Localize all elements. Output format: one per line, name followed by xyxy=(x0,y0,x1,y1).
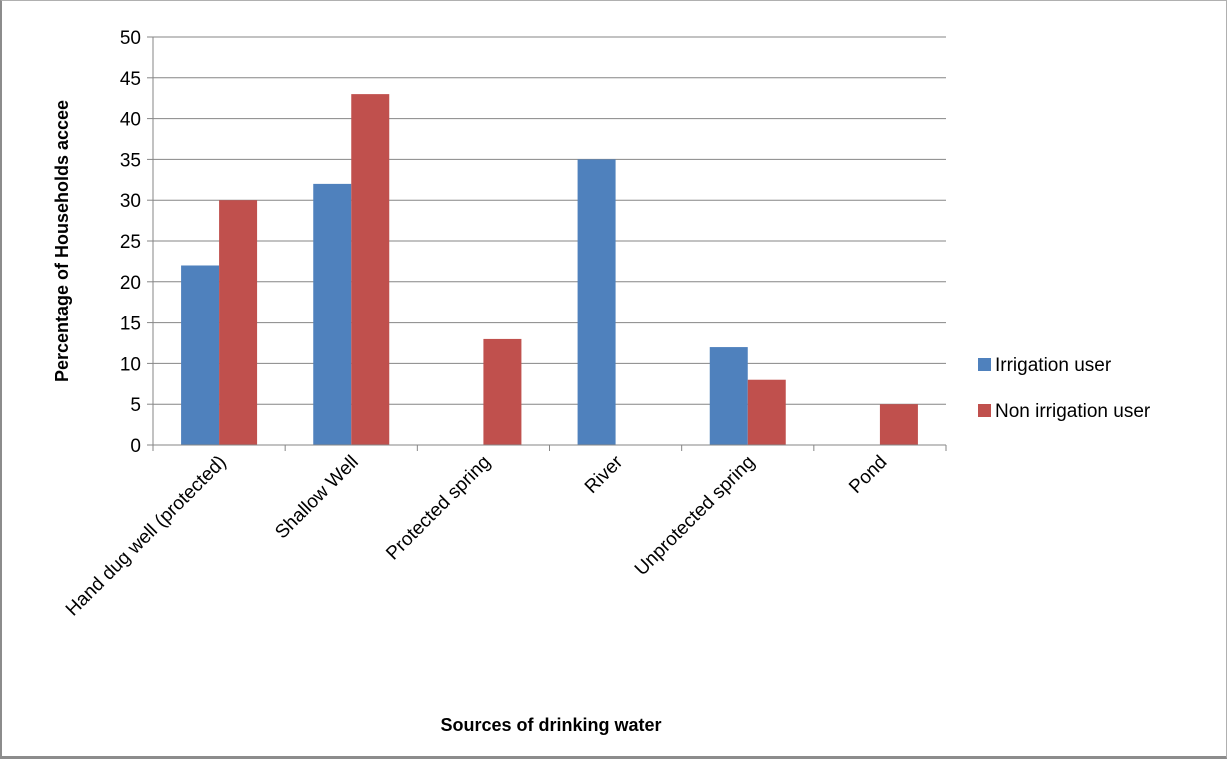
legend-swatch xyxy=(978,404,991,417)
y-tick-label: 35 xyxy=(120,150,141,171)
y-tick-labels: 0 5 10 15 20 25 30 35 40 45 50 xyxy=(120,28,141,457)
y-tick-label: 15 xyxy=(120,314,141,335)
bar xyxy=(879,404,918,445)
y-tick-label: 25 xyxy=(120,232,141,253)
legend-label: Non irrigation user xyxy=(995,401,1151,422)
x-tick-label: Unprotected spring xyxy=(631,452,759,580)
gridlines xyxy=(147,36,946,446)
x-tick-labels: Hand dug well (protected) Shallow Well Pro… xyxy=(62,451,892,620)
y-tick-label: 40 xyxy=(120,110,141,131)
y-tick-label: 10 xyxy=(120,354,141,375)
legend-label: Irrigation user xyxy=(995,355,1112,376)
x-tick-label: Hand dug well (protected) xyxy=(62,452,231,621)
y-tick-label: 30 xyxy=(120,191,141,212)
y-tick-label: 50 xyxy=(120,28,141,49)
x-tick-label: Pond xyxy=(845,452,891,498)
legend: Irrigation user Non irrigation user xyxy=(978,355,1151,422)
x-axis-title: Sources of drinking water xyxy=(440,715,661,735)
y-tick-label: 45 xyxy=(120,69,141,90)
bar xyxy=(351,94,390,446)
y-tick-label: 5 xyxy=(130,395,141,416)
x-tick-label: Shallow Well xyxy=(271,452,363,544)
y-tick-label: 20 xyxy=(120,273,141,294)
bar xyxy=(219,200,258,445)
axes xyxy=(152,37,947,451)
bar xyxy=(709,347,748,445)
bar xyxy=(747,379,786,445)
x-tick-label: River xyxy=(581,451,628,498)
y-axis-title: Percentage of Households accee xyxy=(52,100,72,382)
bar xyxy=(483,338,522,445)
bar xyxy=(313,183,352,445)
bar xyxy=(181,265,220,445)
bar xyxy=(577,159,616,445)
x-tick-label: Protected spring xyxy=(382,452,495,565)
legend-swatch xyxy=(978,358,991,371)
y-tick-label: 0 xyxy=(130,436,141,457)
bars xyxy=(181,94,918,446)
